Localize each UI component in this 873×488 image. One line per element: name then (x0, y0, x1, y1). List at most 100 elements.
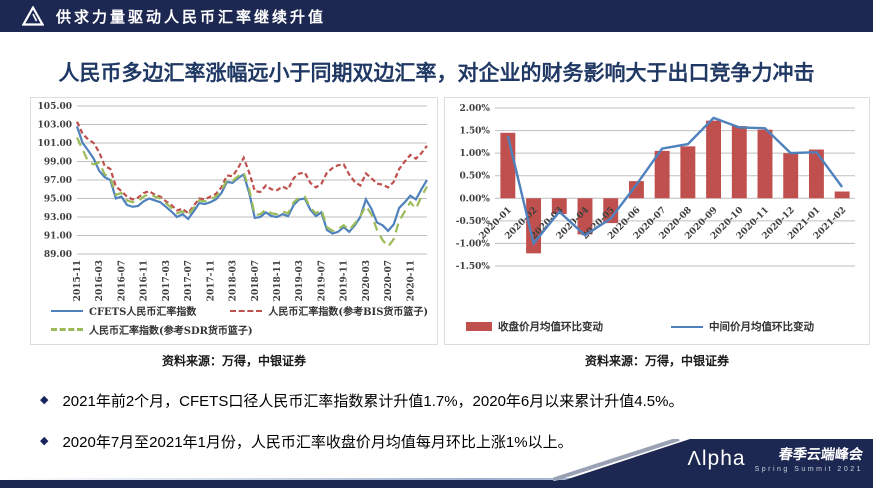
svg-text:103.00: 103.00 (38, 121, 72, 131)
svg-text:2017-07: 2017-07 (184, 260, 194, 301)
svg-text:2015-11: 2015-11 (73, 260, 83, 301)
bar (500, 132, 516, 199)
svg-text:-0.50%: -0.50% (456, 217, 491, 227)
fx-index-legend: CFETS人民币汇率指数 人民币汇率指数(参考BIS货币篮子) 人民币汇率指数(… (31, 303, 437, 337)
legend-label: 人民币汇率指数(参考BIS货币篮子) (268, 307, 429, 318)
legend-label: 收盘价月均值环比变动 (498, 321, 603, 333)
svg-text:2020-03: 2020-03 (362, 260, 372, 301)
bars (500, 120, 850, 254)
blue-line-swatch-icon (671, 325, 703, 328)
series-line (76, 121, 428, 215)
svg-text:2019-03: 2019-03 (295, 260, 305, 301)
diamond-bullet-icon: ◆ (40, 394, 49, 406)
mom-change-legend: 收盘价月均值环比变动 中间价月均值环比变动 (445, 319, 869, 334)
event-name-en: Spring Summit 2021 (754, 466, 863, 473)
legend-label: CFETS人民币汇率指数 (89, 307, 197, 318)
diamond-bullet-icon: ◆ (40, 435, 49, 447)
banner-shape (553, 439, 873, 481)
mom-change-chart-panel: 2.00% 1.50% 1.00% 0.50% 0.00% -0.50% -1.00% -1.… (444, 97, 870, 345)
alpha-triangle-glyph: Λ (687, 447, 702, 470)
svg-text:2016-07: 2016-07 (117, 260, 127, 301)
bar (654, 150, 670, 199)
bar (706, 120, 722, 199)
svg-text:101.00: 101.00 (38, 139, 72, 149)
svg-text:1.00%: 1.00% (460, 149, 491, 159)
svg-text:2018-03: 2018-03 (229, 260, 239, 301)
blue-line-swatch-icon (51, 309, 83, 312)
svg-text:2019-11: 2019-11 (340, 260, 350, 301)
fx-index-line-chart: 105.00 103.00 101.00 99.00 97.00 95.00 93.00 91… (38, 102, 428, 301)
header-title: 供求力量驱动人民币汇率继续升值 (56, 8, 327, 26)
page-title: 人民币多边汇率涨幅远小于同期双边汇率，对企业的财务影响大于出口竞争力冲击 (58, 62, 815, 85)
svg-text:91.00: 91.00 (44, 232, 72, 242)
bar (783, 153, 799, 199)
bullet-item: ◆ 2020年7月至2021年1月份，人民币汇率收盘价月均值每月环比上涨1%以上… (40, 431, 840, 452)
header-bar: 供求力量驱动人民币汇率继续升值 (0, 0, 873, 32)
bar (603, 198, 619, 224)
svg-text:2020-07: 2020-07 (384, 260, 394, 301)
green-dash-swatch-icon (51, 328, 83, 331)
bullet-text: 2021年前2个月，CFETS口径人民币汇率指数累计升值1.7%，2020年6月… (62, 393, 684, 410)
svg-text:0.00%: 0.00% (460, 194, 491, 204)
svg-text:95.00: 95.00 (44, 195, 72, 205)
bullet-item: ◆ 2021年前2个月，CFETS口径人民币汇率指数累计升值1.7%，2020年… (40, 390, 840, 411)
series-line (76, 137, 428, 249)
legend-item-close-price: 收盘价月均值环比变动 (466, 319, 603, 334)
bullet-list: ◆ 2021年前2个月，CFETS口径人民币汇率指数累计升值1.7%，2020年… (40, 390, 840, 472)
bar (757, 129, 773, 199)
charts-row: 105.00 103.00 101.00 99.00 97.00 95.00 93.00 91… (30, 97, 870, 345)
event-name-cn: 春季云端峰会 (777, 446, 865, 462)
alpha-word-rest: lpha (701, 446, 746, 470)
svg-text:2020-11: 2020-11 (406, 260, 416, 301)
svg-text:2.00%: 2.00% (460, 104, 491, 114)
svg-text:2018-11: 2018-11 (273, 260, 283, 301)
legend-label: 中间价月均值环比变动 (709, 321, 814, 333)
source-left: 资料来源：万得，中银证券 (161, 354, 306, 368)
legend-item-bis: 人民币汇率指数(参考BIS货币篮子) (230, 303, 428, 318)
svg-text:2017-11: 2017-11 (206, 260, 216, 301)
legend-item-central-parity: 中间价月均值环比变动 (671, 319, 814, 334)
svg-text:97.00: 97.00 (44, 176, 72, 186)
svg-text:2018-07: 2018-07 (251, 260, 261, 301)
legend-item-cfets: CFETS人民币汇率指数 (51, 303, 196, 318)
bar (577, 198, 593, 235)
sources-row: 资料来源：万得，中银证券 资料来源：万得，中银证券 (30, 352, 870, 369)
bar (628, 181, 644, 199)
bar (680, 146, 696, 199)
footer-shine-line (0, 478, 873, 480)
alpha-triangle-icon (22, 6, 44, 26)
bar (808, 149, 824, 199)
svg-text:99.00: 99.00 (44, 158, 72, 168)
source-right: 资料来源：万得，中银证券 (584, 354, 729, 368)
event-name: 春季云端峰会 Spring Summit 2021 (754, 444, 865, 473)
footer-strip (0, 480, 873, 488)
fx-index-chart-panel: 105.00 103.00 101.00 99.00 97.00 95.00 93.00 91… (30, 97, 438, 345)
legend-label: 人民币汇率指数(参考SDR货币篮子) (89, 326, 253, 337)
svg-text:2016-11: 2016-11 (140, 260, 150, 301)
red-bar-swatch-icon (466, 322, 492, 331)
legend-item-sdr: 人民币汇率指数(参考SDR货币篮子) (51, 322, 253, 337)
gridlines: 105.00 103.00 101.00 99.00 97.00 95.00 93.00 91… (38, 102, 427, 260)
svg-text:2016-03: 2016-03 (95, 260, 105, 301)
svg-text:89.00: 89.00 (44, 250, 72, 260)
svg-text:0.50%: 0.50% (460, 172, 491, 182)
svg-text:-1.50%: -1.50% (456, 262, 491, 272)
series-line (506, 116, 844, 247)
bar (551, 198, 567, 215)
svg-text:-1.00%: -1.00% (456, 239, 491, 249)
svg-text:2019-07: 2019-07 (317, 260, 327, 301)
svg-text:1.50%: 1.50% (460, 127, 491, 137)
mom-change-bar-chart: 2.00% 1.50% 1.00% 0.50% 0.00% -0.50% -1.00% -1.… (456, 104, 855, 272)
red-dash-swatch-icon (230, 309, 263, 312)
svg-text:105.00: 105.00 (38, 102, 72, 112)
bar (731, 126, 747, 199)
svg-text:93.00: 93.00 (44, 213, 72, 223)
x-axis-labels: 2015-11 2016-03 2016-07 2016-11 2017-03 2017-… (73, 260, 416, 301)
svg-text:2017-03: 2017-03 (162, 260, 172, 301)
bar (834, 191, 850, 199)
bullet-text: 2020年7月至2021年1月份，人民币汇率收盘价月均值每月环比上涨1%以上。 (62, 434, 573, 451)
